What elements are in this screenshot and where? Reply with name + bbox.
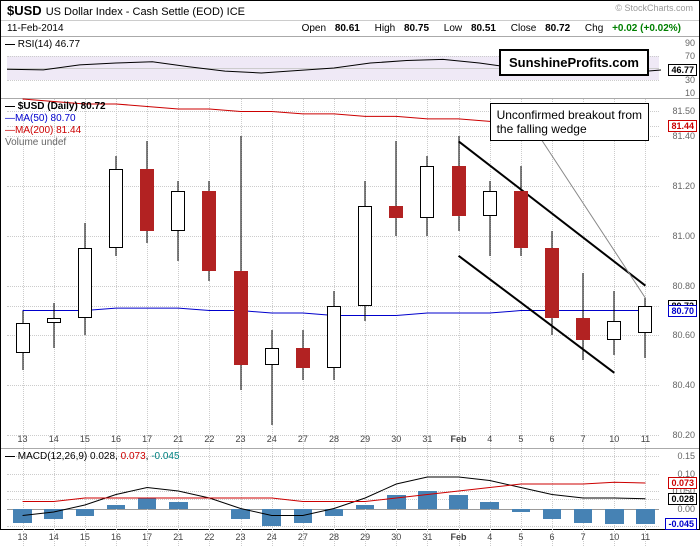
price-legend: — $USD (Daily) 80.72 —MA(50) 80.70 —MA(2… [5, 101, 106, 149]
ohlc-row: 11-Feb-2014 Open 80.61 High 80.75 Low 80… [1, 21, 699, 36]
rsi-legend: — RSI(14) 46.77 [5, 39, 80, 51]
macd-hist-val: -0.045 [151, 451, 179, 462]
high-label: High [375, 23, 396, 34]
macd-legend-text: MACD(12,26,9) 0.028, [18, 451, 121, 462]
macd-signal-val: 0.073 [121, 451, 146, 462]
brand-annotation: SunshineProfits.com [499, 49, 649, 76]
close-label: Close [511, 23, 537, 34]
price-panel: — $USD (Daily) 80.72 —MA(50) 80.70 —MA(2… [1, 98, 699, 448]
close-val: 80.72 [545, 23, 570, 34]
high-val: 80.75 [404, 23, 429, 34]
legend-ma50: MA(50) 80.70 [15, 113, 76, 124]
ticker-desc: US Dollar Index - Cash Settle (EOD) ICE [46, 6, 245, 18]
legend-ticker: $USD (Daily) 80.72 [18, 101, 106, 112]
open-val: 80.61 [335, 23, 360, 34]
chg-val: +0.02 (+0.02%) [612, 23, 681, 34]
legend-ma200: MA(200) 81.44 [15, 125, 81, 136]
chart-date: 11-Feb-2014 [7, 23, 64, 34]
macd-legend: — MACD(12,26,9) 0.028, 0.073, -0.045 [5, 451, 180, 463]
low-val: 80.51 [471, 23, 496, 34]
rsi-legend-text: RSI(14) 46.77 [18, 39, 80, 50]
low-label: Low [444, 23, 462, 34]
chg-label: Chg [585, 23, 603, 34]
breakout-annotation: Unconfirmed breakout from the falling we… [490, 103, 649, 141]
macd-panel: — MACD(12,26,9) 0.028, 0.073, -0.045 0.1… [1, 448, 699, 546]
watermark: © StockCharts.com [615, 3, 693, 18]
open-label: Open [302, 23, 326, 34]
chart-header: $USD US Dollar Index - Cash Settle (EOD)… [1, 1, 699, 21]
ticker-symbol: $USD [7, 3, 42, 18]
legend-vol: Volume undef [5, 137, 66, 148]
